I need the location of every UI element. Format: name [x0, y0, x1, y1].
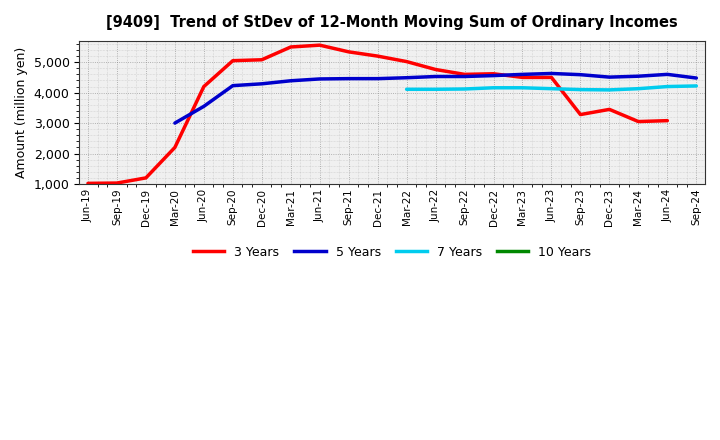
Title: [9409]  Trend of StDev of 12-Month Moving Sum of Ordinary Incomes: [9409] Trend of StDev of 12-Month Moving… — [107, 15, 678, 30]
Legend: 3 Years, 5 Years, 7 Years, 10 Years: 3 Years, 5 Years, 7 Years, 10 Years — [188, 241, 596, 264]
Y-axis label: Amount (million yen): Amount (million yen) — [15, 47, 28, 178]
